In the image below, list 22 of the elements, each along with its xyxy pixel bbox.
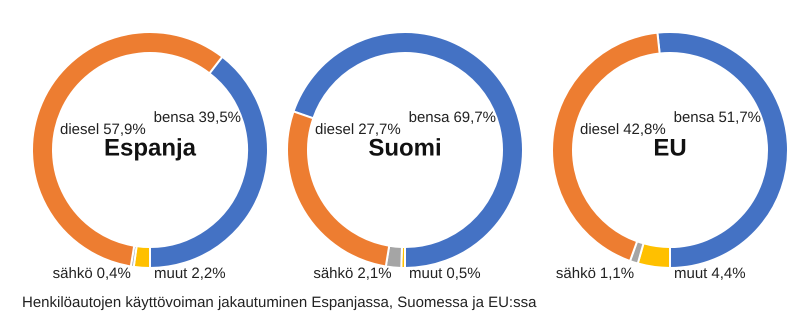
slice-label: bensa <box>408 109 450 126</box>
slice-label: diesel <box>580 121 620 138</box>
slice-label: sähkö <box>313 265 354 282</box>
slice-label: muut <box>154 265 188 282</box>
slice-label: muut <box>674 265 708 282</box>
slice-label: muut <box>409 265 444 282</box>
data-label: 1,1% <box>600 265 634 282</box>
slice-label: bensa <box>674 109 716 126</box>
data-label: 39,5% <box>198 109 242 126</box>
slice-label: sähkö <box>556 265 596 282</box>
text: Henkilöautojen käyttövoiman jakautuminen Espanjassa, Suomessa ja EU:ssa <box>22 294 536 311</box>
data-label: 4,4% <box>711 265 746 282</box>
slice-label: diesel <box>315 121 354 138</box>
data-label: 2,2% <box>191 265 226 282</box>
slice-label: sähkö <box>52 265 93 282</box>
slice-label: bensa <box>154 109 196 126</box>
data-label: 51,7% <box>718 109 762 126</box>
data-label: 69,7% <box>453 109 496 126</box>
data-label: 2,1% <box>357 265 392 282</box>
slice-label: diesel <box>60 121 100 138</box>
data-label: 0,5% <box>446 265 481 282</box>
data-label: 0,4% <box>96 265 131 282</box>
